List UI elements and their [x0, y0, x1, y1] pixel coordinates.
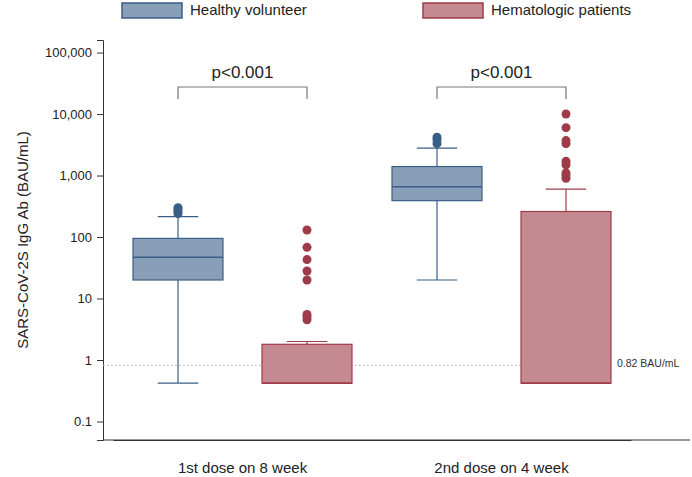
whisker-low	[436, 201, 437, 280]
box	[392, 167, 482, 201]
legend-label: Healthy volunteer	[190, 1, 307, 18]
whisker-low	[177, 280, 178, 383]
box	[262, 344, 352, 383]
box-group	[133, 203, 223, 383]
y-tick: 100	[70, 230, 103, 245]
median	[133, 256, 223, 258]
y-tick-label: 1	[85, 353, 92, 368]
y-tick-label: 10	[78, 291, 92, 306]
outlier	[562, 157, 571, 166]
x-axis: 1st dose on 8 week 2nd dose on 4 week	[114, 440, 632, 476]
plot-area	[103, 110, 612, 384]
y-tick-mark	[97, 114, 103, 115]
box	[521, 212, 611, 384]
outlier	[303, 276, 312, 285]
y-tick-label: 0.1	[74, 414, 92, 429]
x-baseline	[103, 440, 690, 441]
outlier	[303, 267, 312, 276]
y-tick: 10	[78, 291, 103, 306]
y-tick: 0.1	[74, 414, 103, 429]
median	[262, 382, 352, 384]
outlier	[303, 243, 312, 252]
y-axis: 0.1 1 10 100 1,000 10,000 100,000	[45, 41, 104, 441]
reference-label: 0.82 BAU/mL	[617, 357, 680, 369]
y-tick: 10,000	[52, 107, 103, 122]
whisker-high	[177, 217, 178, 239]
median	[392, 186, 482, 188]
whisker-high	[436, 148, 437, 167]
outlier	[433, 133, 442, 142]
outlier	[174, 203, 183, 212]
y-axis-title: SARS-CoV-2S IgG Ab (BAU/mL)	[14, 131, 31, 349]
x-tick: 1st dose on 8 week	[178, 440, 308, 476]
significance-bracket	[178, 87, 307, 99]
outlier	[562, 110, 571, 119]
whisker-cap-low	[158, 383, 199, 384]
legend-swatch	[122, 3, 182, 18]
x-tick-label: 2nd dose on 4 week	[434, 459, 569, 476]
significance-bracket	[437, 87, 566, 99]
y-tick-mark	[97, 299, 103, 300]
y-tick-mark	[97, 237, 103, 238]
legend-swatch	[423, 3, 483, 18]
y-tick-label: 1,000	[59, 168, 92, 183]
y-tick-mark	[97, 53, 103, 54]
y-tick-mark	[97, 176, 103, 177]
y-tick-label: 100,000	[45, 45, 92, 60]
legend-label: Hematologic patients	[491, 1, 631, 18]
y-tick-mark	[97, 421, 103, 422]
outlier	[303, 310, 312, 319]
y-tick: 1,000	[59, 168, 103, 183]
legend-item: Healthy volunteer	[122, 1, 307, 18]
box-group	[262, 226, 352, 384]
whisker-cap-high	[546, 189, 587, 190]
median	[521, 382, 611, 384]
y-tick: 1	[85, 353, 103, 368]
y-tick-mark	[97, 360, 103, 361]
legend-item: Hematologic patients	[423, 1, 631, 18]
legend: Healthy volunteer Hematologic patients	[122, 1, 631, 18]
outlier	[562, 136, 571, 145]
x-tick-label: 1st dose on 8 week	[178, 459, 308, 476]
significance-label: p<0.001	[471, 63, 533, 82]
box-group	[521, 110, 611, 384]
box	[133, 238, 223, 280]
outlier	[562, 168, 571, 177]
series-boxes	[133, 133, 482, 383]
outlier	[562, 123, 571, 132]
chart: 0.1 1 10 100 1,000 10,000 100,000 1st dose on 8…	[0, 0, 692, 477]
y-axis-line	[97, 41, 104, 441]
box-group	[392, 133, 482, 280]
whisker-cap-low	[417, 279, 458, 280]
y-tick-label: 100	[70, 230, 92, 245]
outlier	[303, 226, 312, 235]
y-tick: 100,000	[45, 45, 103, 60]
whisker-cap-high	[287, 341, 328, 342]
x-tick: 2nd dose on 4 week	[434, 440, 569, 476]
outlier	[303, 255, 312, 264]
significance-label: p<0.001	[212, 63, 274, 82]
series-boxes	[262, 110, 611, 384]
y-tick-label: 10,000	[52, 107, 92, 122]
whisker-high	[565, 189, 566, 211]
